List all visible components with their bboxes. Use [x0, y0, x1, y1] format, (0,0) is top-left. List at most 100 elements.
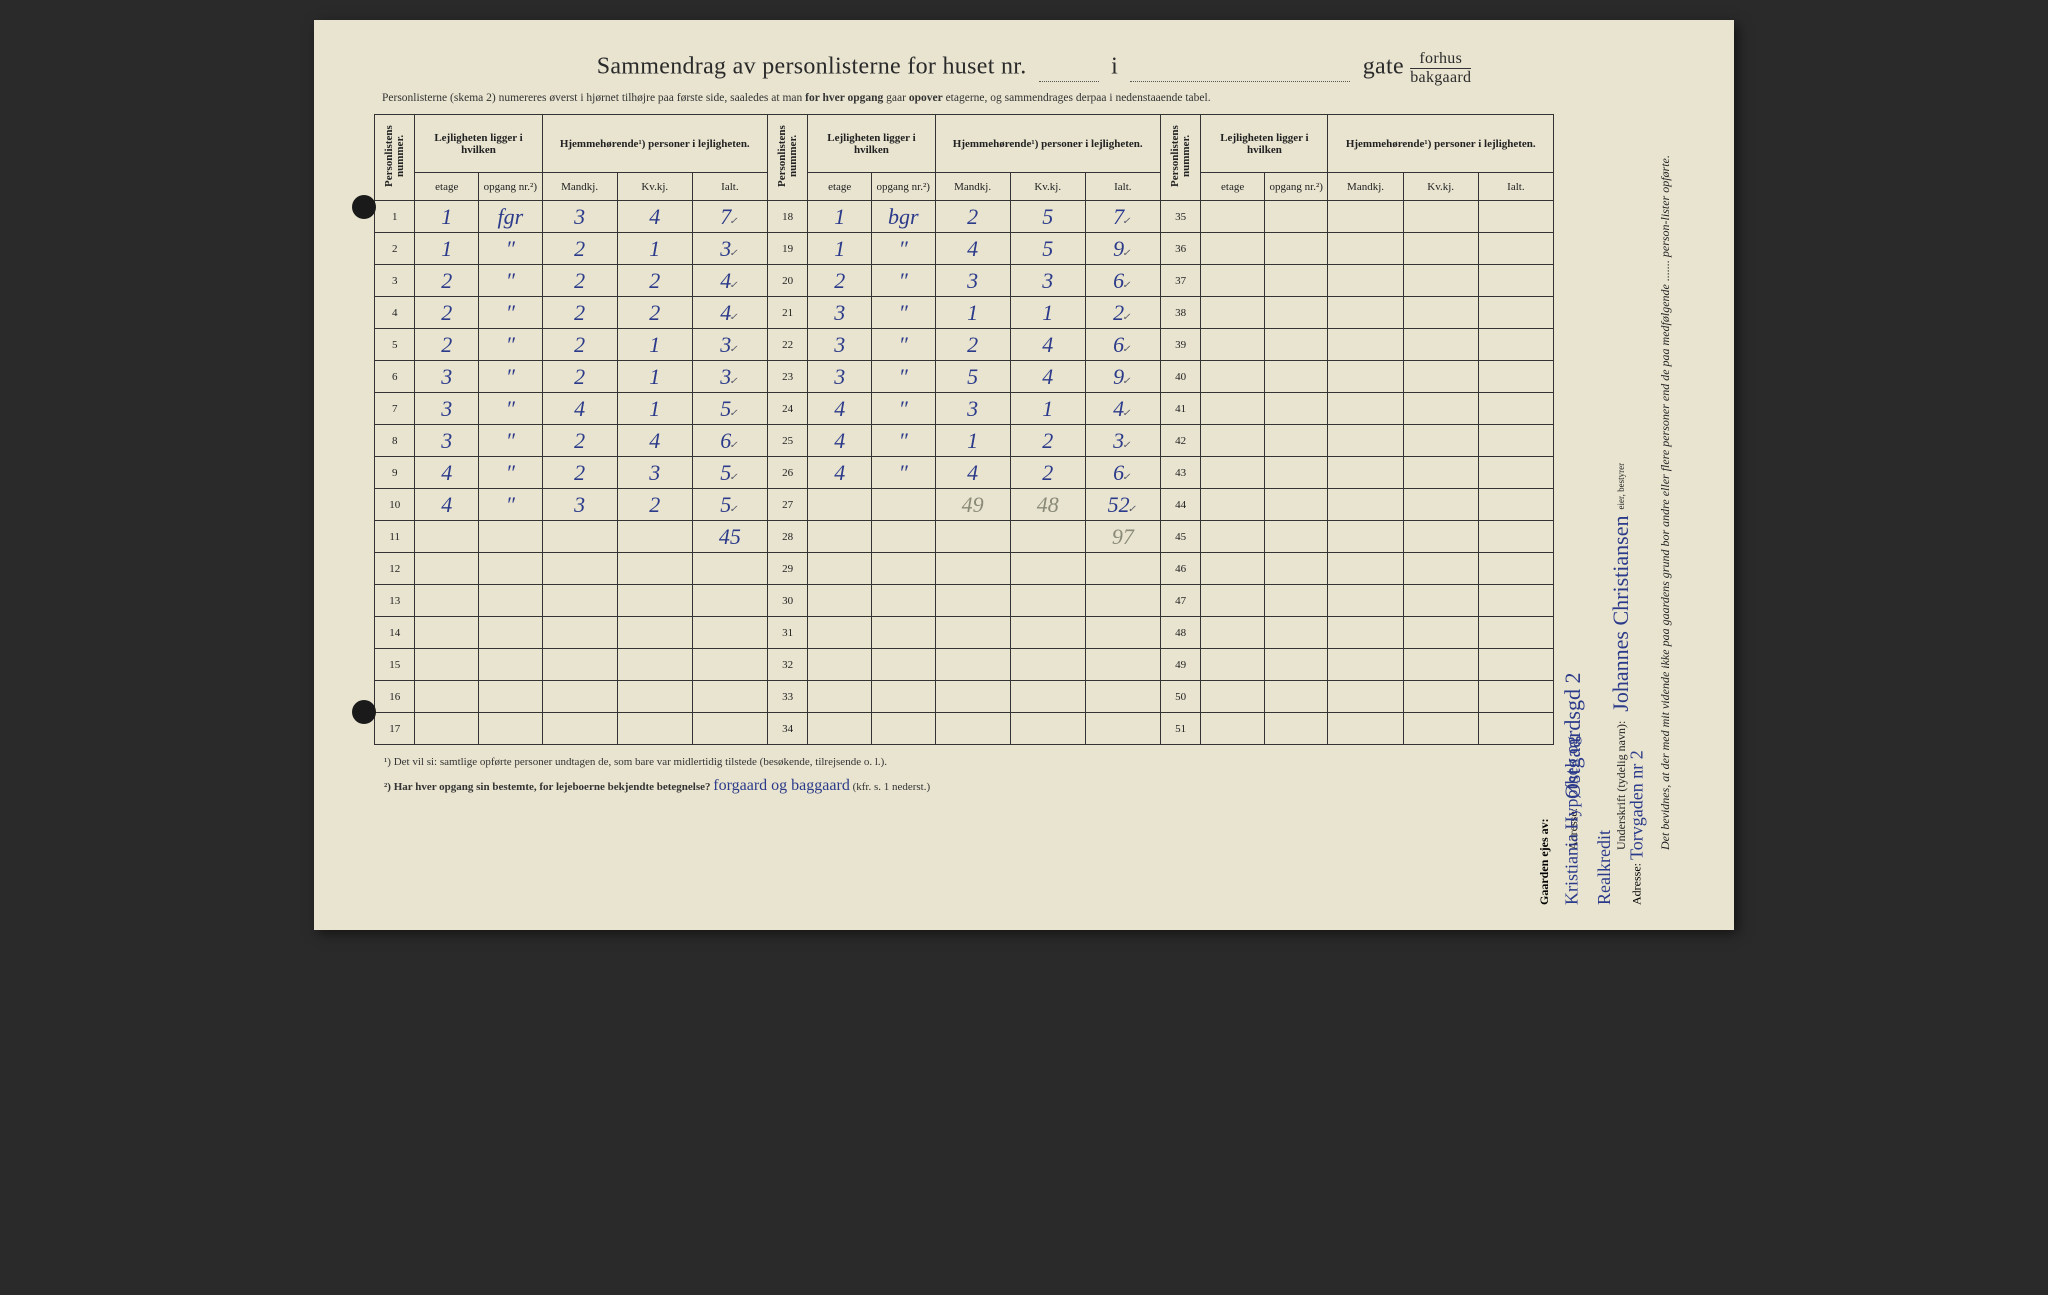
cell-ialt [1085, 649, 1160, 681]
cell-ialt [1085, 585, 1160, 617]
cell-etage: 2 [415, 297, 479, 329]
cell-kvkj [617, 713, 692, 745]
cell-etage: 4 [415, 457, 479, 489]
cell-ialt: 5✓ [692, 489, 767, 521]
cell-kvkj [617, 681, 692, 713]
cell-opgang: ″ [479, 457, 543, 489]
cell-ialt: 5✓ [692, 393, 767, 425]
col-hjemme-1: Hjemmehørende¹) personer i lejligheten. [542, 115, 767, 173]
cell-mandkj [935, 681, 1010, 713]
footnote-2-answer: forgaard og baggaard [713, 777, 850, 794]
cell-etage: 4 [808, 457, 872, 489]
col-etage: etage [808, 173, 872, 201]
cell-kvkj [1403, 457, 1478, 489]
cell-etage [1201, 521, 1265, 553]
cell-opgang [479, 553, 543, 585]
cell-kvkj [617, 649, 692, 681]
cell-opgang: ″ [871, 393, 935, 425]
cell-opgang: ″ [871, 329, 935, 361]
cell-kvkj [1010, 681, 1085, 713]
cell-mandkj: 3 [935, 393, 1010, 425]
col-opgang: opgang nr.²) [871, 173, 935, 201]
cell-opgang [1264, 521, 1328, 553]
row-number: 47 [1160, 585, 1200, 617]
cell-mandkj: 2 [542, 361, 617, 393]
document-page: Sammendrag av personlisterne for huset n… [314, 20, 1734, 930]
col-lejlighet-3: Lejligheten ligger i hvilken [1201, 115, 1328, 173]
cell-opgang [871, 681, 935, 713]
title-suffix: gate [1363, 54, 1404, 80]
table-row: 153249 [375, 649, 1554, 681]
row-number: 48 [1160, 617, 1200, 649]
table-row: 21″213✓191″459✓36 [375, 233, 1554, 265]
cell-kvkj: 4 [617, 201, 692, 233]
cell-etage [808, 521, 872, 553]
cell-mandkj [1328, 233, 1403, 265]
row-number: 41 [1160, 393, 1200, 425]
col-ialt: Ialt. [1085, 173, 1160, 201]
col-personlistens-3: Personlistens nummer. [1160, 115, 1200, 201]
cell-etage [1201, 393, 1265, 425]
col-personlistens-1: Personlistens nummer. [375, 115, 415, 201]
cell-opgang: fgr [479, 201, 543, 233]
cell-kvkj [1403, 713, 1478, 745]
cell-mandkj [1328, 201, 1403, 233]
row-number: 32 [767, 649, 807, 681]
cell-mandkj: 3 [935, 265, 1010, 297]
cell-mandkj: 2 [542, 265, 617, 297]
table-row: 42″224✓213″112✓38 [375, 297, 1554, 329]
cell-opgang [1264, 713, 1328, 745]
row-number: 24 [767, 393, 807, 425]
cell-opgang [871, 553, 935, 585]
cell-mandkj: 4 [542, 393, 617, 425]
cell-kvkj [1010, 553, 1085, 585]
table-row: 11fgr347✓181bgr257✓35 [375, 201, 1554, 233]
cell-ialt [692, 681, 767, 713]
cell-kvkj: 2 [617, 297, 692, 329]
col-kvkj: Kv.kj. [617, 173, 692, 201]
cell-opgang [1264, 393, 1328, 425]
cell-opgang [1264, 425, 1328, 457]
cell-opgang [479, 681, 543, 713]
cell-kvkj: 1 [617, 329, 692, 361]
cell-etage: 4 [808, 393, 872, 425]
cell-ialt [692, 553, 767, 585]
cell-mandkj [1328, 361, 1403, 393]
col-kvkj: Kv.kj. [1403, 173, 1478, 201]
row-number: 6 [375, 361, 415, 393]
cell-kvkj [1403, 617, 1478, 649]
row-number: 35 [1160, 201, 1200, 233]
cell-opgang: ″ [871, 361, 935, 393]
cell-kvkj [1403, 489, 1478, 521]
cell-opgang [1264, 681, 1328, 713]
cell-etage: 4 [415, 489, 479, 521]
cell-opgang [1264, 297, 1328, 329]
cell-mandkj [542, 713, 617, 745]
cell-kvkj: 2 [617, 265, 692, 297]
cell-mandkj: 5 [935, 361, 1010, 393]
cell-etage [415, 521, 479, 553]
col-hjemme-2: Hjemmehørende¹) personer i lejligheten. [935, 115, 1160, 173]
row-number: 51 [1160, 713, 1200, 745]
cell-ialt: 52✓ [1085, 489, 1160, 521]
cell-ialt: 3✓ [1085, 425, 1160, 457]
cell-etage [1201, 297, 1265, 329]
row-number: 39 [1160, 329, 1200, 361]
cell-opgang: ″ [871, 425, 935, 457]
owner-addr: Adresse: Torvgaden nr 2 [1620, 705, 1652, 905]
cell-kvkj: 2 [617, 489, 692, 521]
cell-mandkj: 2 [935, 329, 1010, 361]
row-number: 16 [375, 681, 415, 713]
cell-mandkj [935, 713, 1010, 745]
cell-opgang: ″ [479, 297, 543, 329]
cell-etage [808, 713, 872, 745]
col-opgang: opgang nr.²) [1264, 173, 1328, 201]
cell-opgang [479, 649, 543, 681]
cell-opgang [1264, 649, 1328, 681]
census-table: Personlistens nummer. Lejligheten ligger… [374, 114, 1554, 745]
cell-ialt: 6✓ [1085, 265, 1160, 297]
cell-etage: 1 [415, 201, 479, 233]
footnotes: ¹) Det vil si: samtlige opførte personer… [374, 753, 1694, 799]
cell-mandkj [1328, 681, 1403, 713]
cell-ialt: 2✓ [1085, 297, 1160, 329]
